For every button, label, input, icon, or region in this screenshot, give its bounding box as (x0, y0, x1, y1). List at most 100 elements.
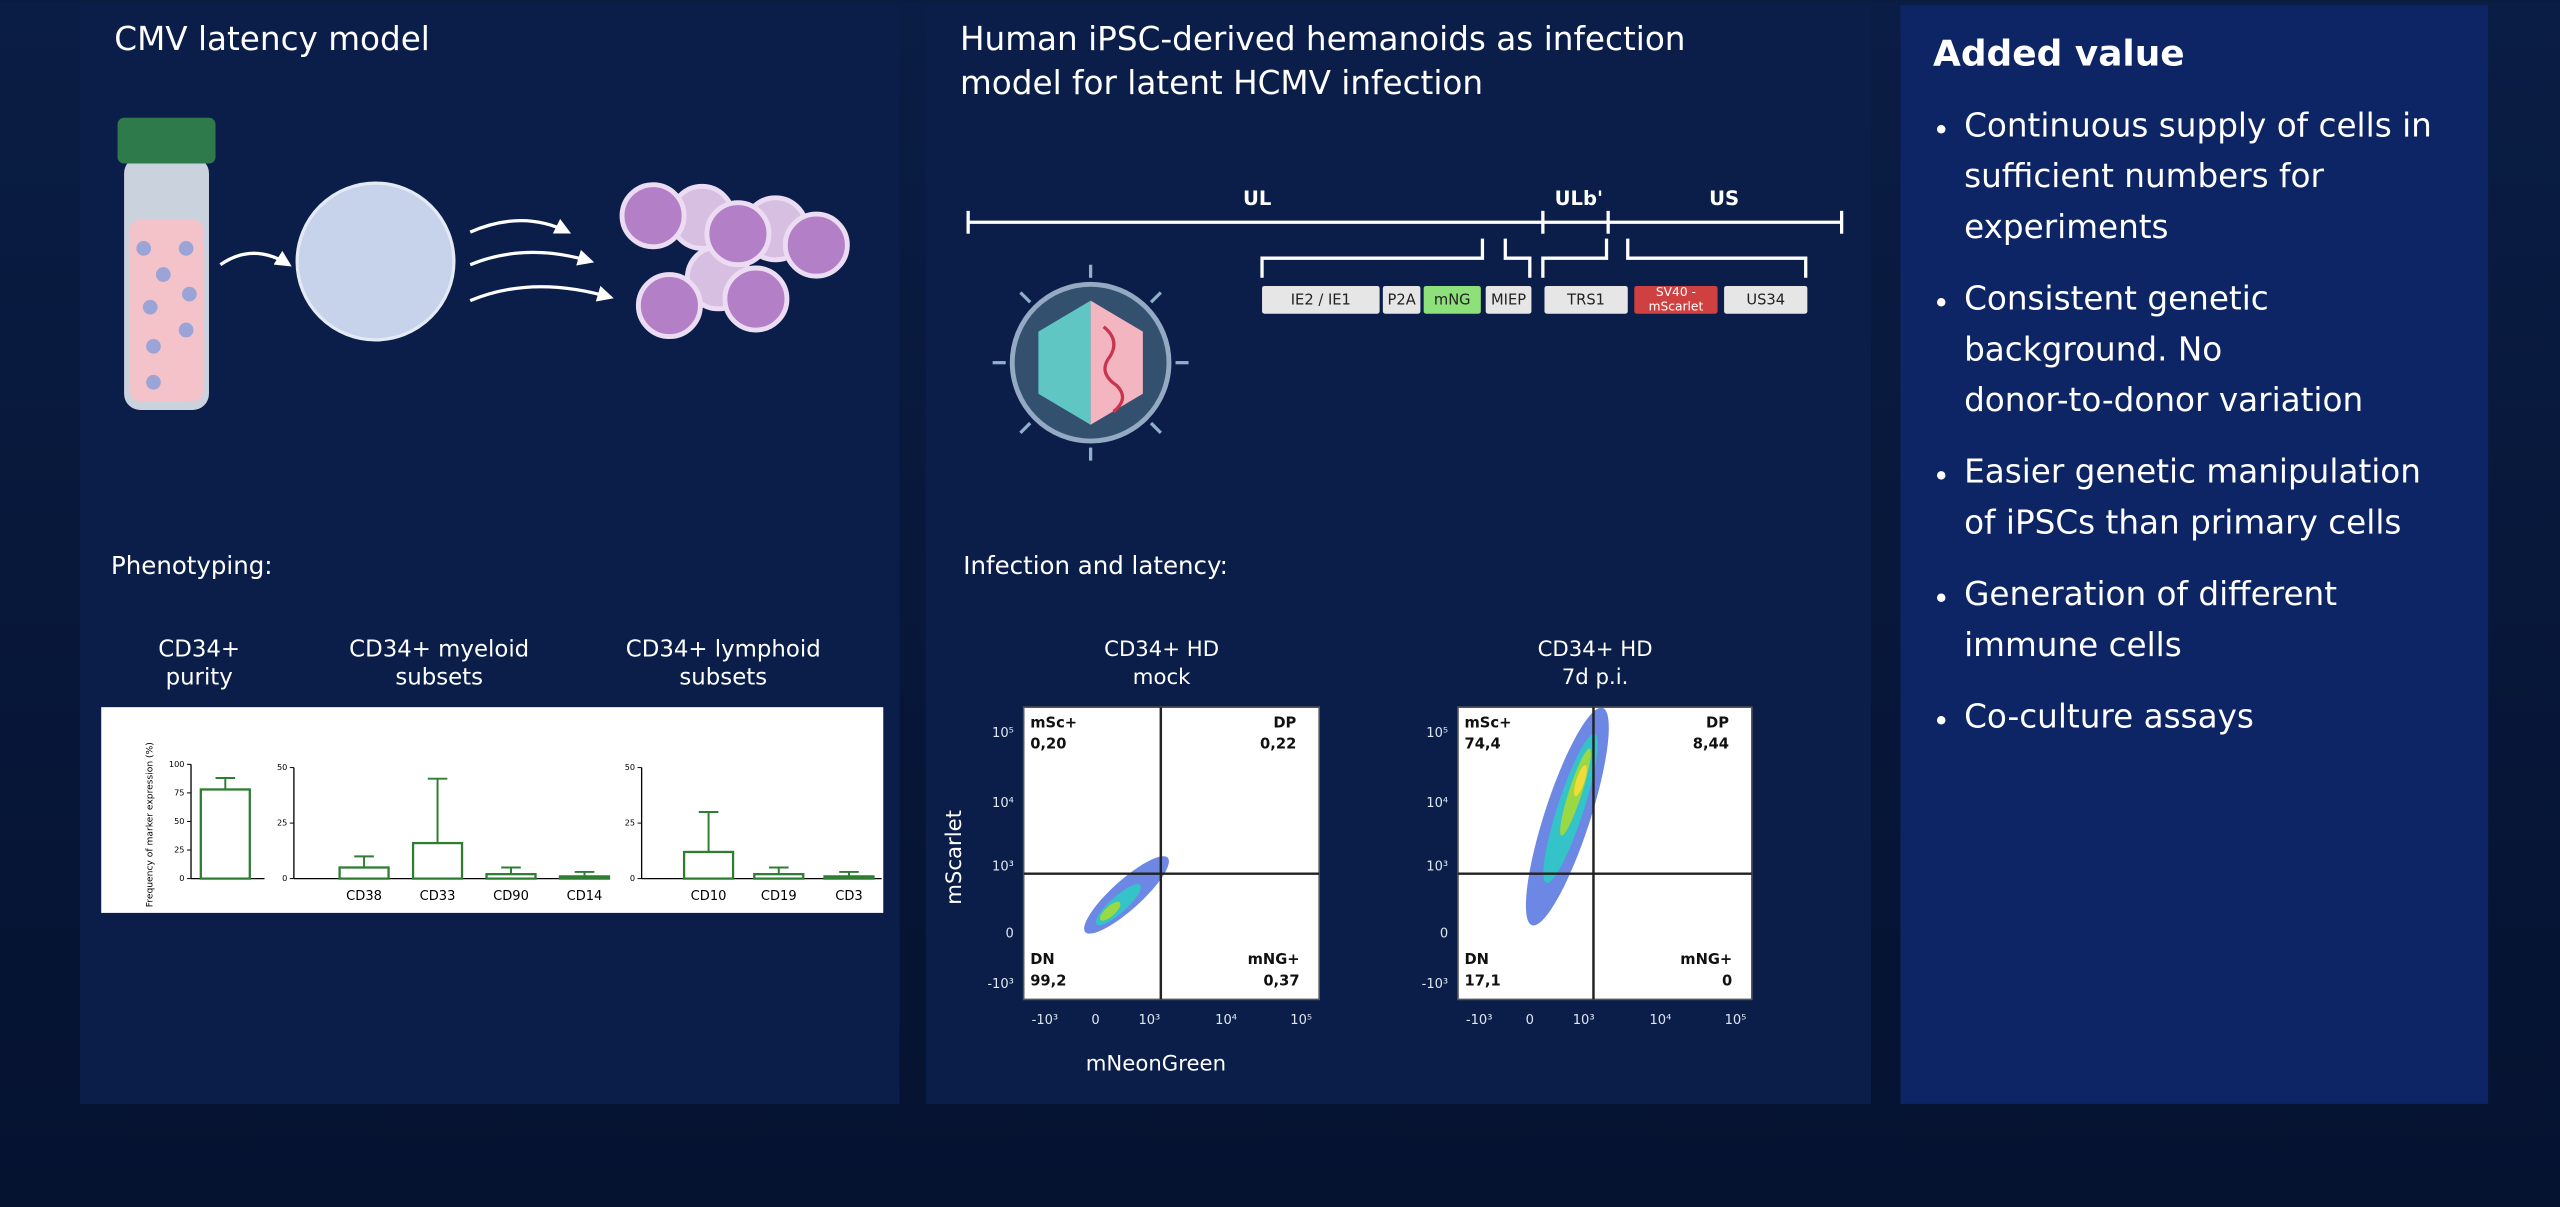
genome-element-label: IE2 / IE1 (1291, 292, 1351, 309)
y-tick-label: 10³ (1426, 860, 1448, 875)
quadrant-name: mSc+ (1030, 715, 1077, 732)
plot-header: mock (1133, 665, 1191, 690)
x-tick-label: 10⁴ (1649, 1013, 1671, 1028)
bullet-text: sufficient numbers for (1964, 157, 2324, 195)
quadrant-name: DP (1273, 715, 1296, 732)
quadrant-name: DN (1030, 951, 1054, 968)
quadrant-name: mNG+ (1680, 951, 1732, 968)
hemanoid-sphere (295, 181, 456, 342)
quadrant-value: 74,4 (1464, 736, 1500, 753)
genome-element (1262, 285, 1380, 314)
y-tick-label: 0 (1440, 927, 1448, 942)
bar (753, 873, 805, 880)
bullet-text: of iPSCs than primary cells (1964, 503, 2401, 541)
y-tick-label: 0 (630, 873, 635, 883)
x-tick-label: CD10 (691, 889, 727, 904)
y-tick-label: 10⁴ (1426, 796, 1448, 811)
x-tick-label: 10⁴ (1215, 1013, 1237, 1028)
x-tick-label: 10⁵ (1290, 1013, 1312, 1028)
section-label: Phenotyping: (111, 551, 272, 580)
bullet-text: donor-to-donor variation (1964, 381, 2363, 419)
plot-header: CD34+ HD (1104, 637, 1219, 662)
y-tick-label: 0 (179, 873, 184, 883)
genome-element (1724, 285, 1808, 314)
chart-header: CD34+ (158, 637, 240, 663)
x-tick-label: CD3 (835, 889, 862, 904)
axis-label: mScarlet (942, 810, 967, 905)
y-tick-label: 100 (169, 759, 185, 769)
bar (682, 850, 735, 880)
x-tick-label: CD33 (420, 889, 456, 904)
y-tick-label: 10³ (992, 860, 1014, 875)
x-tick-label: 10³ (1138, 1013, 1160, 1028)
panel-added-value (1900, 5, 2489, 1104)
y-tick-label: 0 (282, 873, 287, 883)
genome-element (1485, 285, 1532, 314)
genome-region: UL (1243, 187, 1271, 210)
genome-element (1382, 285, 1421, 314)
chart-header: purity (166, 664, 233, 690)
y-tick-label: 25 (625, 818, 635, 828)
x-tick-label: 10³ (1573, 1013, 1595, 1028)
quadrant-value: 0,20 (1030, 736, 1066, 753)
bullet (1936, 593, 1946, 603)
y-tick-label: 0 (1006, 927, 1014, 942)
cell-cluster (619, 182, 850, 340)
genome-element (1423, 285, 1481, 314)
quadrant-name: mNG+ (1248, 951, 1300, 968)
x-tick-label: CD90 (493, 889, 529, 904)
quadrant-name: DN (1464, 951, 1488, 968)
genome-element-label: MIEP (1491, 292, 1526, 309)
genome-element-label: mScarlet (1649, 300, 1704, 314)
y-tick-label: 50 (174, 816, 184, 826)
y-tick-label: 50 (277, 762, 287, 772)
genome-element-label: SV40 - (1656, 285, 1696, 299)
genome-element (1544, 285, 1628, 314)
y-tick-label: 25 (277, 818, 287, 828)
section-label: Infection and latency: (963, 551, 1228, 580)
bar (199, 788, 251, 880)
panel-latency (80, 5, 900, 1104)
quadrant-name: mSc+ (1464, 715, 1511, 732)
bullet (1936, 471, 1946, 480)
y-tick-label: -10³ (987, 977, 1014, 992)
y-axis-label: Frequency of marker expression (%) (146, 742, 156, 907)
quadrant-name: DP (1706, 715, 1729, 732)
plot-header: 7d p.i. (1562, 665, 1629, 690)
arrow (469, 249, 595, 267)
bullet (1936, 298, 1946, 307)
quadrant-value: 0,22 (1260, 736, 1296, 753)
quadrant-value: 0 (1722, 972, 1732, 989)
bullet-text: background. No (1964, 330, 2222, 368)
quadrant-value: 17,1 (1464, 972, 1500, 989)
bar (338, 866, 390, 880)
x-tick-label: -10³ (1466, 1013, 1493, 1028)
y-tick-label: 10⁴ (992, 796, 1014, 811)
quadrant-value: 99,2 (1030, 972, 1066, 989)
genome-region: ULb' (1555, 187, 1603, 210)
x-tick-label: CD14 (567, 889, 603, 904)
bullet-text: immune cells (1964, 626, 2182, 664)
bullet-text: Co-culture assays (1964, 698, 2254, 736)
bullet-text: Consistent genetic (1964, 280, 2269, 318)
chart-header: subsets (395, 664, 483, 690)
panel-title: Human iPSC-derived hemanoids as infectio… (960, 20, 1685, 58)
genome-map (966, 210, 1844, 278)
x-tick-label: CD19 (761, 889, 797, 904)
panel-title: model for latent HCMV infection (960, 64, 1483, 102)
virus-illustration (992, 264, 1189, 461)
x-tick-label: -10³ (1032, 1013, 1059, 1028)
y-tick-label: 75 (174, 787, 184, 797)
y-tick-label: 25 (174, 845, 184, 855)
quadrant-value: 8,44 (1693, 736, 1729, 753)
bar (823, 875, 875, 880)
bar (485, 873, 537, 880)
y-tick-label: -10³ (1422, 977, 1449, 992)
chart-header: subsets (679, 664, 767, 690)
chart-header: CD34+ myeloid (349, 637, 529, 663)
y-tick-label: 10⁵ (992, 726, 1014, 741)
x-tick-label: 10⁵ (1725, 1013, 1747, 1028)
genome-element (1634, 285, 1718, 314)
bullet-text: experiments (1964, 208, 2168, 246)
